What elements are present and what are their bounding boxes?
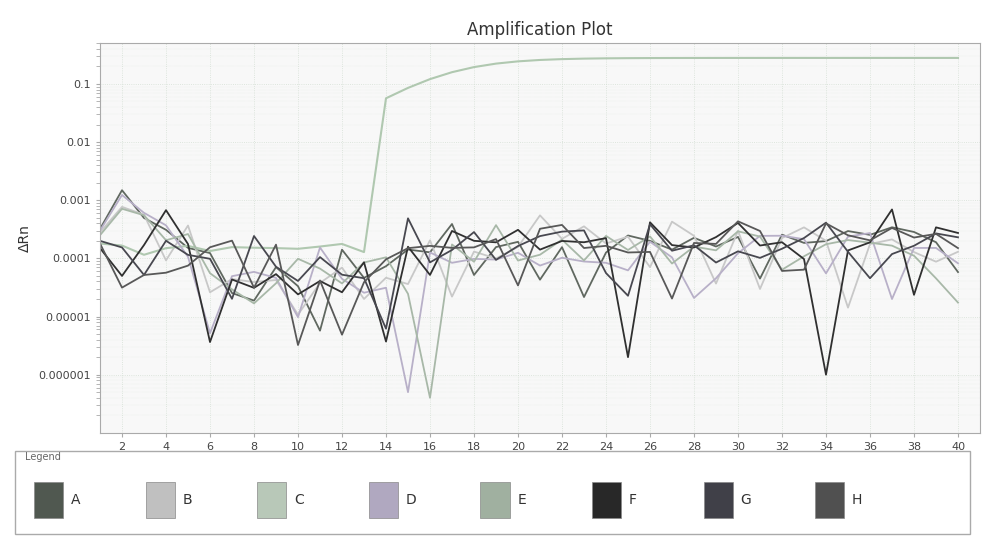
Bar	[146, 482, 175, 518]
Bar	[704, 482, 733, 518]
Y-axis label: ΔRn: ΔRn	[17, 224, 31, 252]
Text: C: C	[294, 493, 304, 507]
Bar	[815, 482, 844, 518]
Text: E: E	[517, 493, 526, 507]
FancyBboxPatch shape	[15, 451, 970, 534]
Bar	[480, 482, 510, 518]
Bar	[369, 482, 398, 518]
Bar	[592, 482, 621, 518]
Text: H: H	[852, 493, 862, 507]
Bar	[34, 482, 63, 518]
Bar	[257, 482, 286, 518]
Text: G: G	[740, 493, 751, 507]
Title: Amplification Plot: Amplification Plot	[467, 21, 613, 39]
Text: Legend: Legend	[25, 452, 60, 461]
Text: B: B	[183, 493, 192, 507]
Text: F: F	[629, 493, 637, 507]
X-axis label: Cycle: Cycle	[521, 457, 559, 471]
Text: A: A	[71, 493, 81, 507]
Text: D: D	[406, 493, 417, 507]
